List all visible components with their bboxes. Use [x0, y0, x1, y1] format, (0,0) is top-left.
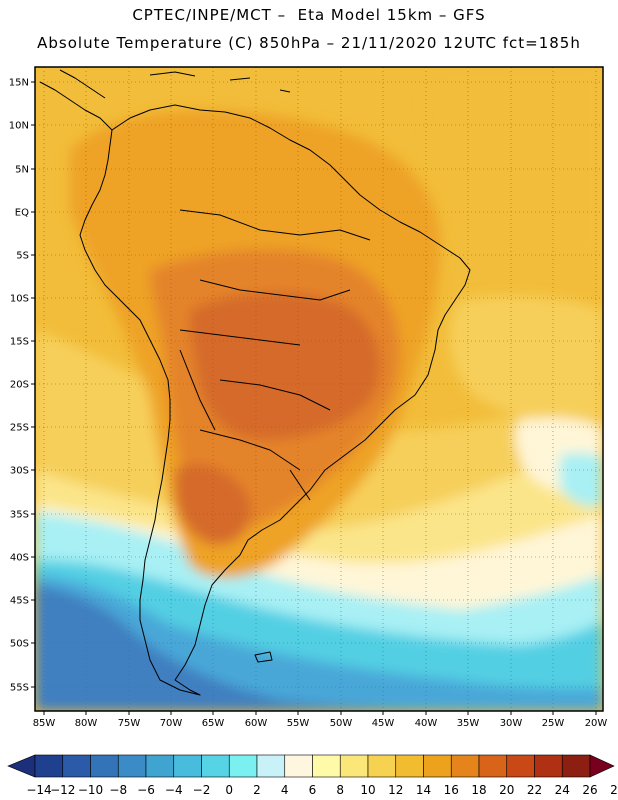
lat-tick-label: 10S [10, 294, 29, 305]
colorbar-label: 0 [225, 783, 233, 797]
colorbar-swatch [561, 754, 591, 778]
colorbar-label: 6 [309, 783, 317, 797]
lon-tick-label: 40W [415, 718, 438, 729]
colorbar-swatch [395, 754, 424, 778]
colorbar-swatch [117, 754, 147, 778]
lon-tick-label: 35W [457, 718, 480, 729]
colorbar-label: 10 [360, 783, 375, 797]
colorbar-swatch [173, 754, 202, 778]
lon-tick-label: 75W [118, 718, 141, 729]
colorbar-label: 22 [527, 783, 542, 797]
map-title-line2: Absolute Temperature (C) 850hPa – 21/11/… [37, 34, 581, 52]
colorbar-swatch [34, 754, 64, 778]
colorbar-label: −14 [26, 783, 51, 797]
lon-tick-label: 60W [245, 718, 268, 729]
colorbar-swatch [339, 754, 369, 778]
field-brown-argentina [175, 464, 251, 545]
lon-tick-label: 45W [372, 718, 395, 729]
colorbar-swatch [478, 754, 508, 778]
country-borders [179, 209, 371, 501]
lon-tick-label: 85W [33, 718, 56, 729]
colorbar-low-arrow [7, 754, 36, 778]
lon-tick-label: 80W [75, 718, 98, 729]
colorbar-swatch [228, 754, 258, 778]
colorbar-swatch [145, 754, 175, 778]
colorbar-label: 2 [253, 783, 261, 797]
graticule [35, 67, 603, 711]
field-gold-north-atlantic [426, 67, 603, 260]
colorbar-label: 12 [388, 783, 403, 797]
coastlines [39, 69, 471, 696]
colorbar-swatch [367, 754, 397, 778]
colorbar-label: −2 [193, 783, 211, 797]
lat-tick-label: 35S [10, 510, 29, 521]
lat-tick-label: 50S [10, 639, 29, 650]
lat-tick-label: 15N [9, 78, 29, 89]
lon-tick-label: 20W [585, 718, 608, 729]
colorbar-swatch [284, 754, 313, 778]
colorbar-label: 14 [416, 783, 431, 797]
colorbar-label: −4 [165, 783, 183, 797]
lat-tick-label: 45S [10, 596, 29, 607]
lat-tick-label: 30S [10, 466, 29, 477]
colorbar-label: −12 [50, 783, 75, 797]
colorbar-swatch [506, 754, 535, 778]
longitude-axis: 85W 80W 75W 70W 65W 60W 55W 50W 45W 40W 35W 30W 25W 2… [33, 711, 608, 729]
lon-tick-label: 70W [160, 718, 183, 729]
lat-tick-label: EQ [15, 208, 29, 219]
map-title-line1: CPTEC/INPE/MCT – Eta Model 15km – GFS [132, 6, 486, 24]
colorbar-label: 8 [336, 783, 344, 797]
field-pale-yellow-atlantic [449, 295, 603, 424]
colorbar-label: 28 [610, 783, 618, 797]
south-america-coastline [79, 104, 471, 696]
caribbean-islands [149, 71, 291, 93]
lat-tick-label: 15S [10, 337, 29, 348]
colorbar-label: 20 [499, 783, 514, 797]
colorbar-label: 18 [471, 783, 486, 797]
lon-tick-label: 50W [330, 718, 353, 729]
field-brown-hotspot [189, 292, 381, 440]
colorbar-label: 24 [555, 783, 570, 797]
colorbar-swatch [534, 754, 563, 778]
lon-tick-label: 65W [202, 718, 225, 729]
lat-tick-label: 20S [10, 380, 29, 391]
colorbar-swatch [256, 754, 286, 778]
colorbar-high-arrow [589, 754, 615, 778]
lat-tick-label: 40S [10, 553, 29, 564]
central-america-coastline [39, 69, 113, 131]
lat-tick-label: 55S [10, 683, 29, 694]
colorbar-label: 4 [281, 783, 289, 797]
lat-tick-label: 5S [16, 251, 29, 262]
colorbar-swatch [423, 754, 452, 778]
colorbar-label: −6 [137, 783, 155, 797]
latitude-axis: 15N 10N 5N EQ 5S 10S 15S 20S 25S 30S 35S 40S 45S 50S 5… [9, 78, 35, 694]
colorbar-label: −8 [109, 783, 127, 797]
lat-tick-label: 5N [15, 165, 29, 176]
lat-tick-label: 10N [9, 121, 29, 132]
lon-tick-label: 55W [287, 718, 310, 729]
colorbar-swatch [450, 754, 480, 778]
colorbar-swatch [90, 754, 119, 778]
map-frame [34, 66, 604, 712]
colorbar-label: −10 [78, 783, 103, 797]
lon-tick-label: 25W [542, 718, 565, 729]
colorbar: −14−12 −10 −8 −6 −4 −2 0 2 4 6 8 10 12 14 16 18 20 22 24 26… [7, 754, 618, 797]
lon-tick-label: 30W [500, 718, 523, 729]
colorbar-swatch [312, 754, 341, 778]
temperature-field [35, 67, 603, 711]
field-deep-blue-south [35, 585, 603, 711]
colorbar-swatch [201, 754, 230, 778]
colorbar-swatch [62, 754, 91, 778]
colorbar-label: 16 [444, 783, 459, 797]
falkland-islands [254, 651, 273, 663]
colorbar-label: 26 [582, 783, 597, 797]
lat-tick-label: 25S [10, 423, 29, 434]
field-light-cyan-atlantic [560, 452, 603, 507]
